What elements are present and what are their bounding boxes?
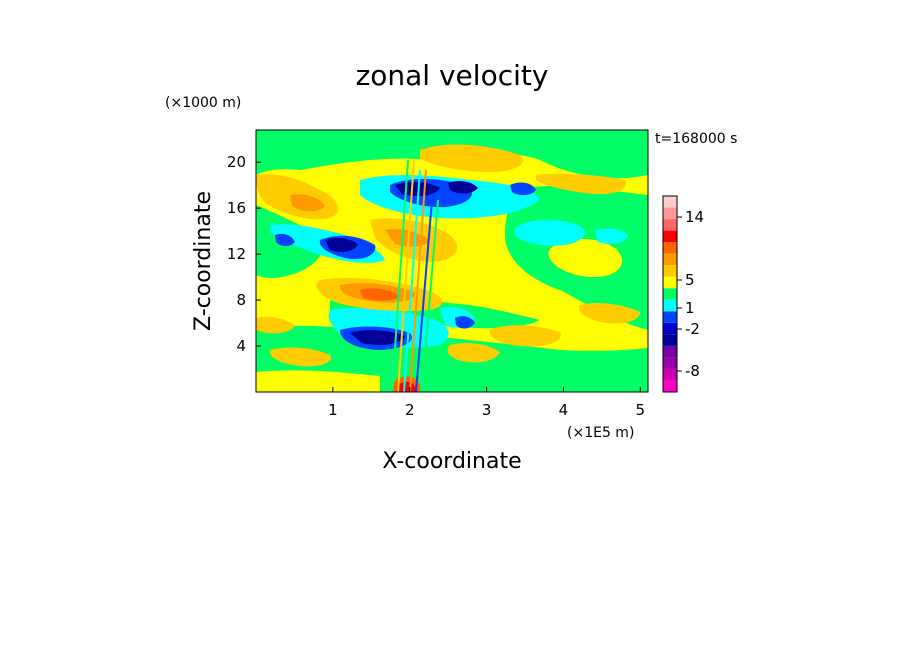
y-tick-label: 12 (227, 245, 246, 263)
field-yellow-low (256, 370, 380, 392)
colorbar-swatch (663, 253, 677, 266)
colorbar-tick-label: 1 (685, 299, 695, 317)
plot-frame (255, 129, 649, 393)
field-orange-8 (579, 302, 640, 324)
time-label: t=168000 s (655, 131, 737, 147)
colorbar-swatch (663, 230, 677, 243)
colorbar-swatch (663, 265, 677, 277)
y-ticks: 4 8 12 16 20 (227, 153, 261, 355)
chart-title: zonal velocity (356, 59, 549, 92)
field-wave-line (397, 159, 415, 392)
field-orange-10 (447, 342, 500, 363)
colorbar-swatch (663, 357, 677, 369)
field-orange-11 (290, 194, 325, 212)
x-tick-label: 4 (559, 401, 569, 419)
field-orange-14 (360, 288, 400, 301)
colorbar-swatch (663, 334, 677, 346)
field-wave-striations (391, 159, 439, 392)
y-tick-label: 16 (227, 199, 246, 217)
colorbar-swatch (663, 299, 677, 312)
field-darkblue-3 (350, 330, 405, 345)
colorbar-swatch (663, 288, 677, 300)
field-cyan-1 (515, 219, 585, 246)
colorbar-swatch (663, 368, 677, 381)
field-blue-4 (275, 233, 295, 247)
colorbar-swatch (663, 345, 677, 358)
colorbar-tick-label: 14 (685, 208, 704, 226)
field-yellow-right (548, 238, 623, 278)
field-blue-5 (510, 182, 536, 196)
colorbar-frame (662, 195, 678, 393)
x-tick-label: 3 (482, 401, 492, 419)
y-tick-label: 8 (236, 291, 246, 309)
field-orange-4 (420, 144, 524, 172)
x-tick-label: 5 (636, 401, 646, 419)
y-axis-label: Z-coordinate (191, 191, 216, 331)
x-tick-label: 2 (405, 401, 415, 419)
field-orange-9 (256, 316, 295, 334)
colorbar-swatch (663, 196, 677, 208)
x-tick-label: 1 (328, 401, 338, 419)
colorbar-swatch (663, 242, 677, 254)
field-orange-6 (536, 173, 626, 195)
field-wave-line (409, 169, 427, 392)
x-ticks: 1 2 3 4 5 (328, 387, 645, 419)
y-tick-label: 4 (236, 337, 246, 355)
colorbar-swatch (663, 276, 677, 289)
field-orange-13 (385, 229, 430, 247)
colorbar-tick-label: 5 (685, 271, 695, 289)
y-tick-label: 20 (227, 153, 246, 171)
field-wave-line (403, 169, 421, 392)
colorbar-swatch (663, 311, 677, 323)
colorbar-tick-label: -2 (685, 320, 700, 338)
contour-field (256, 130, 648, 392)
colorbar-swatch (663, 219, 677, 231)
colorbar-tick-label: -8 (685, 362, 700, 380)
field-blue-6 (455, 316, 475, 329)
y-scale-label: (×1000 m) (165, 95, 241, 111)
field-darkblue-4 (448, 180, 478, 194)
field-darkblue-1 (325, 237, 358, 252)
field-wave-line (415, 199, 433, 392)
colorbar-swatch (663, 322, 677, 335)
x-scale-label: (×1E5 m) (567, 425, 634, 441)
field-orange-7 (269, 347, 331, 367)
field-wave-line (421, 199, 439, 392)
colorbar: 14 5 1 -2 -8 (662, 195, 704, 393)
field-orange-5 (489, 325, 561, 347)
field-cyan-2 (595, 228, 628, 244)
field-wave-line (391, 159, 409, 392)
x-axis-label: X-coordinate (382, 449, 521, 474)
colorbar-swatch (663, 207, 677, 220)
colorbar-swatch (663, 380, 677, 392)
